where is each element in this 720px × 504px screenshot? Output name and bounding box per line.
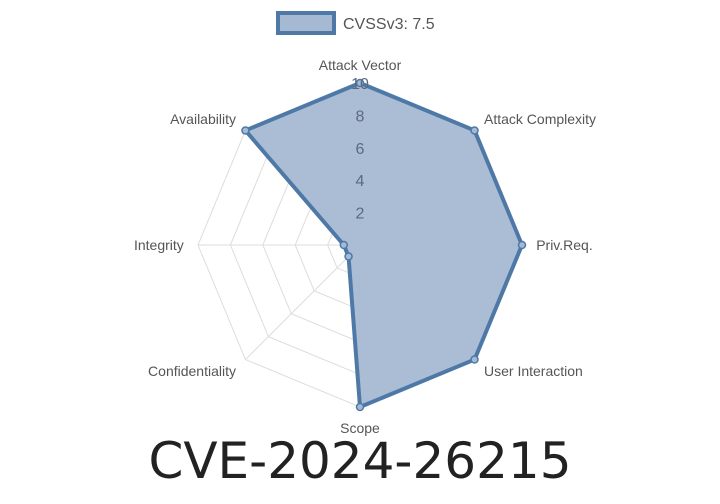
- data-point: [470, 126, 479, 135]
- axis-label: Confidentiality: [148, 363, 236, 379]
- data-point: [355, 78, 365, 88]
- data-point: [241, 126, 250, 135]
- axis-label: Attack Vector: [319, 57, 402, 73]
- legend-swatch: [276, 11, 336, 35]
- data-point: [344, 252, 353, 261]
- r-tick-label: 8: [356, 108, 365, 125]
- axis-label: Integrity: [134, 237, 184, 253]
- axis-label: User Interaction: [484, 363, 583, 379]
- grid-spoke: [245, 244, 361, 360]
- axis-label: Attack Complexity: [484, 111, 596, 127]
- chart-title: CVE-2024-26215: [148, 432, 572, 490]
- data-point: [339, 240, 349, 250]
- data-point: [355, 402, 365, 412]
- legend-label: CVSSv3: 7.5: [343, 16, 435, 33]
- data-point: [470, 355, 479, 364]
- axis-label: Scope: [340, 420, 380, 436]
- axis-label: Availability: [170, 111, 236, 127]
- r-tick-label: 6: [356, 141, 365, 158]
- axis-label: Priv.Req.: [536, 237, 593, 253]
- data-point: [517, 240, 527, 250]
- r-tick-label: 10: [351, 76, 369, 93]
- r-tick-label: 2: [356, 206, 365, 223]
- r-tick-label: 4: [356, 173, 365, 190]
